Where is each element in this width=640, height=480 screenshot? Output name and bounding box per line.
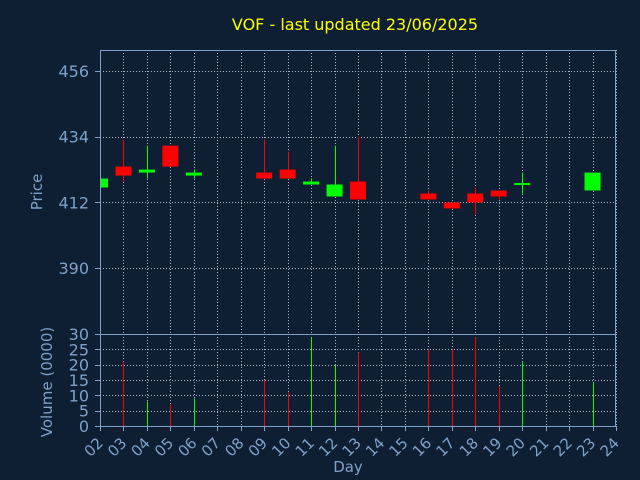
candles xyxy=(100,136,601,215)
day-tick-label: 24 xyxy=(597,434,623,460)
volume-tick-label: 30 xyxy=(69,325,89,344)
day-tick-label: 21 xyxy=(526,434,552,460)
day-tick-label: 15 xyxy=(386,434,412,460)
candle-body xyxy=(467,193,484,203)
candle-body xyxy=(185,172,202,176)
volume-axis-label: Volume (0000) xyxy=(38,327,56,437)
day-tick-label: 19 xyxy=(479,434,505,460)
candle-body xyxy=(115,166,132,176)
day-tick-label: 02 xyxy=(81,434,107,460)
candle-body xyxy=(303,181,320,185)
price-tick-label: 390 xyxy=(58,259,89,278)
candle-body xyxy=(584,172,601,191)
day-tick-label: 09 xyxy=(245,434,271,460)
volume-tick-label: 0 xyxy=(79,417,89,436)
volume-tick-label: 25 xyxy=(69,340,89,359)
axis-frames xyxy=(95,50,617,431)
x-axis-label: Day xyxy=(333,458,363,476)
price-tick-label: 434 xyxy=(58,128,89,147)
volume-tick-label: 20 xyxy=(69,356,89,375)
candle-body xyxy=(279,169,296,179)
volume-bars xyxy=(123,337,594,426)
price-tick-label: 412 xyxy=(58,193,89,212)
day-tick-label: 04 xyxy=(128,434,154,460)
candle-body xyxy=(420,193,437,200)
tick-labels: 3904124344560510152025300203040506070809… xyxy=(58,62,622,460)
candle-body xyxy=(326,184,343,197)
candle-body xyxy=(100,178,108,188)
day-tick-label: 18 xyxy=(456,434,482,460)
volume-tick-label: 5 xyxy=(79,402,89,421)
candle-body xyxy=(162,145,179,167)
day-tick-label: 11 xyxy=(292,434,318,460)
day-tick-label: 17 xyxy=(432,434,458,460)
day-tick-label: 08 xyxy=(221,434,247,460)
price-tick-label: 456 xyxy=(58,62,89,81)
volume-tick-label: 10 xyxy=(69,386,89,405)
day-tick-label: 13 xyxy=(339,434,365,460)
day-tick-label: 06 xyxy=(174,434,200,460)
chart-title: VOF - last updated 23/06/2025 xyxy=(232,15,478,34)
day-tick-label: 20 xyxy=(503,434,529,460)
volume-tick-label: 15 xyxy=(69,371,89,390)
candle-body xyxy=(256,172,273,179)
day-tick-label: 03 xyxy=(104,434,130,460)
candle-body xyxy=(138,169,155,173)
candle-body xyxy=(490,190,507,197)
candle-body xyxy=(350,181,366,200)
day-tick-label: 23 xyxy=(573,434,599,460)
day-tick-label: 22 xyxy=(550,434,576,460)
candle-body xyxy=(443,202,460,209)
day-tick-label: 05 xyxy=(151,434,177,460)
day-tick-label: 10 xyxy=(268,434,294,460)
day-tick-label: 12 xyxy=(315,434,341,460)
day-tick-label: 16 xyxy=(409,434,435,460)
day-tick-label: 07 xyxy=(198,434,224,460)
day-tick-label: 14 xyxy=(362,434,388,460)
candle-body xyxy=(514,183,531,186)
price-axis-label: Price xyxy=(28,174,46,211)
